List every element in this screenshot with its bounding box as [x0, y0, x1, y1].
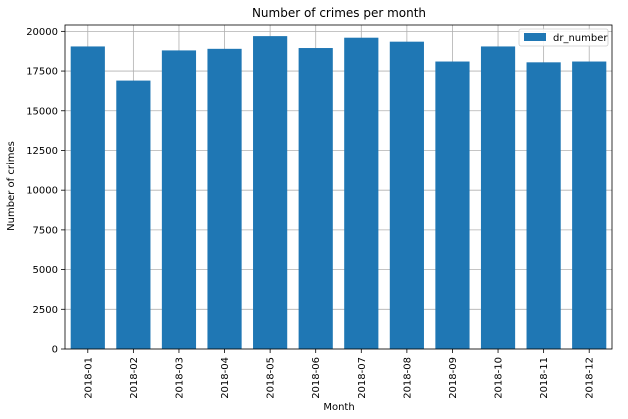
y-tick-label: 17500 — [26, 67, 58, 78]
plot-area: 0 2500 5000 7500 10000 12500 15000 17500 20000 20… — [26, 24, 613, 399]
x-axis-title: Month — [323, 402, 354, 413]
y-tick-label: 10000 — [26, 186, 58, 197]
x-tick-label: 2018-01 — [83, 357, 94, 399]
x-tick-label: 2018-07 — [357, 357, 368, 399]
x-tick-label: 2018-11 — [539, 357, 550, 399]
bar-2018-05 — [253, 36, 288, 349]
chart-title: Number of crimes per month — [252, 6, 426, 20]
legend-swatch — [524, 33, 546, 41]
legend: dr_number — [518, 28, 609, 47]
y-tick-label: 12500 — [26, 146, 58, 157]
x-tick-label: 2018-04 — [220, 357, 231, 399]
x-tick-label: 2018-12 — [585, 357, 596, 399]
x-tick-label: 2018-05 — [266, 357, 277, 399]
y-tick-label: 2500 — [33, 305, 58, 316]
bar-2018-12 — [572, 61, 607, 349]
y-tick-label: 0 — [52, 345, 58, 356]
x-tick-label: 2018-03 — [174, 357, 185, 399]
y-tick-label: 7500 — [33, 225, 58, 236]
bar-2018-03 — [161, 50, 197, 349]
x-tick-label: 2018-08 — [402, 357, 413, 399]
bar-2018-10 — [480, 46, 516, 350]
x-tick-label: 2018-02 — [129, 357, 140, 399]
bar-2018-01 — [70, 46, 105, 350]
y-tick-label: 15000 — [26, 106, 58, 117]
y-tick-label: 20000 — [26, 27, 58, 38]
bar-2018-09 — [435, 61, 470, 349]
y-tick-label: 5000 — [33, 265, 58, 276]
bar-2018-06 — [298, 48, 333, 349]
y-axis-title: Number of crimes — [6, 141, 17, 231]
bar-2018-07 — [344, 37, 379, 350]
x-tick-label: 2018-06 — [311, 357, 322, 399]
legend-label: dr_number — [553, 33, 608, 44]
bar-2018-02 — [116, 80, 151, 350]
bar-2018-04 — [207, 48, 242, 350]
axes-frame — [64, 24, 613, 350]
x-tick-label: 2018-09 — [448, 357, 459, 399]
bar-2018-11 — [526, 62, 561, 350]
x-tick-label: 2018-10 — [494, 357, 505, 399]
bar-2018-08 — [389, 41, 424, 349]
